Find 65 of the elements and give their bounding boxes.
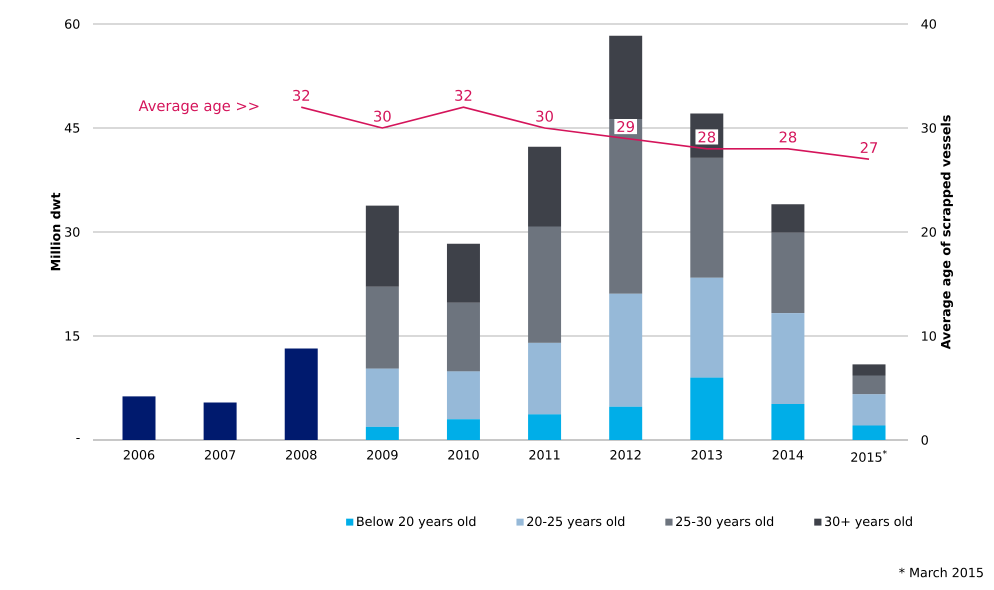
bar [366,286,399,369]
bar [771,204,804,233]
text: Average age >> [138,100,258,114]
bar [446,419,480,440]
text: * March 2015 [899,567,983,578]
x-tick-label: 2006 [124,450,154,460]
x-tick-label: 2012 [610,450,641,460]
bar [446,302,480,372]
bar [366,426,399,440]
y-tick-label: 30 [65,227,80,237]
bar [609,406,642,440]
legend-label: 30+ years old [825,516,912,529]
y-tick-label: 15 [66,331,80,341]
x-tick-label: 2015$^{*}$ [851,450,887,462]
y-axis-title: Million dwt [50,192,60,270]
legend-label: 25-30 years old [676,516,774,529]
y2-tick-label: 0 [922,435,928,445]
y2-tick-label: 40 [921,19,936,29]
y2-axis-title: Average age of scrapped vessels [940,115,954,350]
bar [609,118,642,294]
bar [528,146,562,226]
data-label: 32 [293,90,310,101]
bar [446,371,480,420]
y2-tick-label: 10 [922,331,936,341]
bar [528,414,562,440]
x-tick-label: 2009 [367,450,398,460]
bar [771,232,804,314]
data-label: 30 [374,110,391,122]
x-tick-label: 2007 [204,450,236,460]
bar [852,364,886,376]
bar [122,396,156,440]
data-label: 27 [860,142,878,153]
data-label: 29 [617,121,634,132]
bar [366,206,399,287]
x-tick-label: 2010 [448,450,479,460]
bar [446,244,480,303]
x-tick-label: 2011 [529,450,560,460]
data-label: 32 [455,90,472,101]
bar [204,402,237,440]
bar [366,368,399,427]
bar [284,348,318,440]
legend-label: 20-25 years old [527,516,624,529]
bar [771,313,804,404]
bar [690,158,724,278]
bar [609,294,642,407]
bar [528,226,562,343]
bar [771,404,804,440]
y-tick-label: 45 [64,123,80,133]
bar [852,425,886,440]
bar [528,342,562,414]
x-tick-label: 2013 [692,450,722,460]
x-tick-label: 2014 [772,450,804,460]
y-tick-label: - [76,438,80,440]
data-label: 28 [698,131,716,143]
bar [852,394,886,426]
y2-tick-label: 30 [922,123,936,133]
bar [690,378,724,440]
y-tick-label: 60 [65,19,80,29]
bar [852,376,886,394]
data-label: 28 [780,131,796,143]
bar [690,278,724,378]
data-label: 30 [536,110,553,122]
y2-tick-label: 20 [922,227,936,237]
legend-label: Below 20 years old [357,516,476,529]
x-tick-label: 2008 [286,450,316,460]
